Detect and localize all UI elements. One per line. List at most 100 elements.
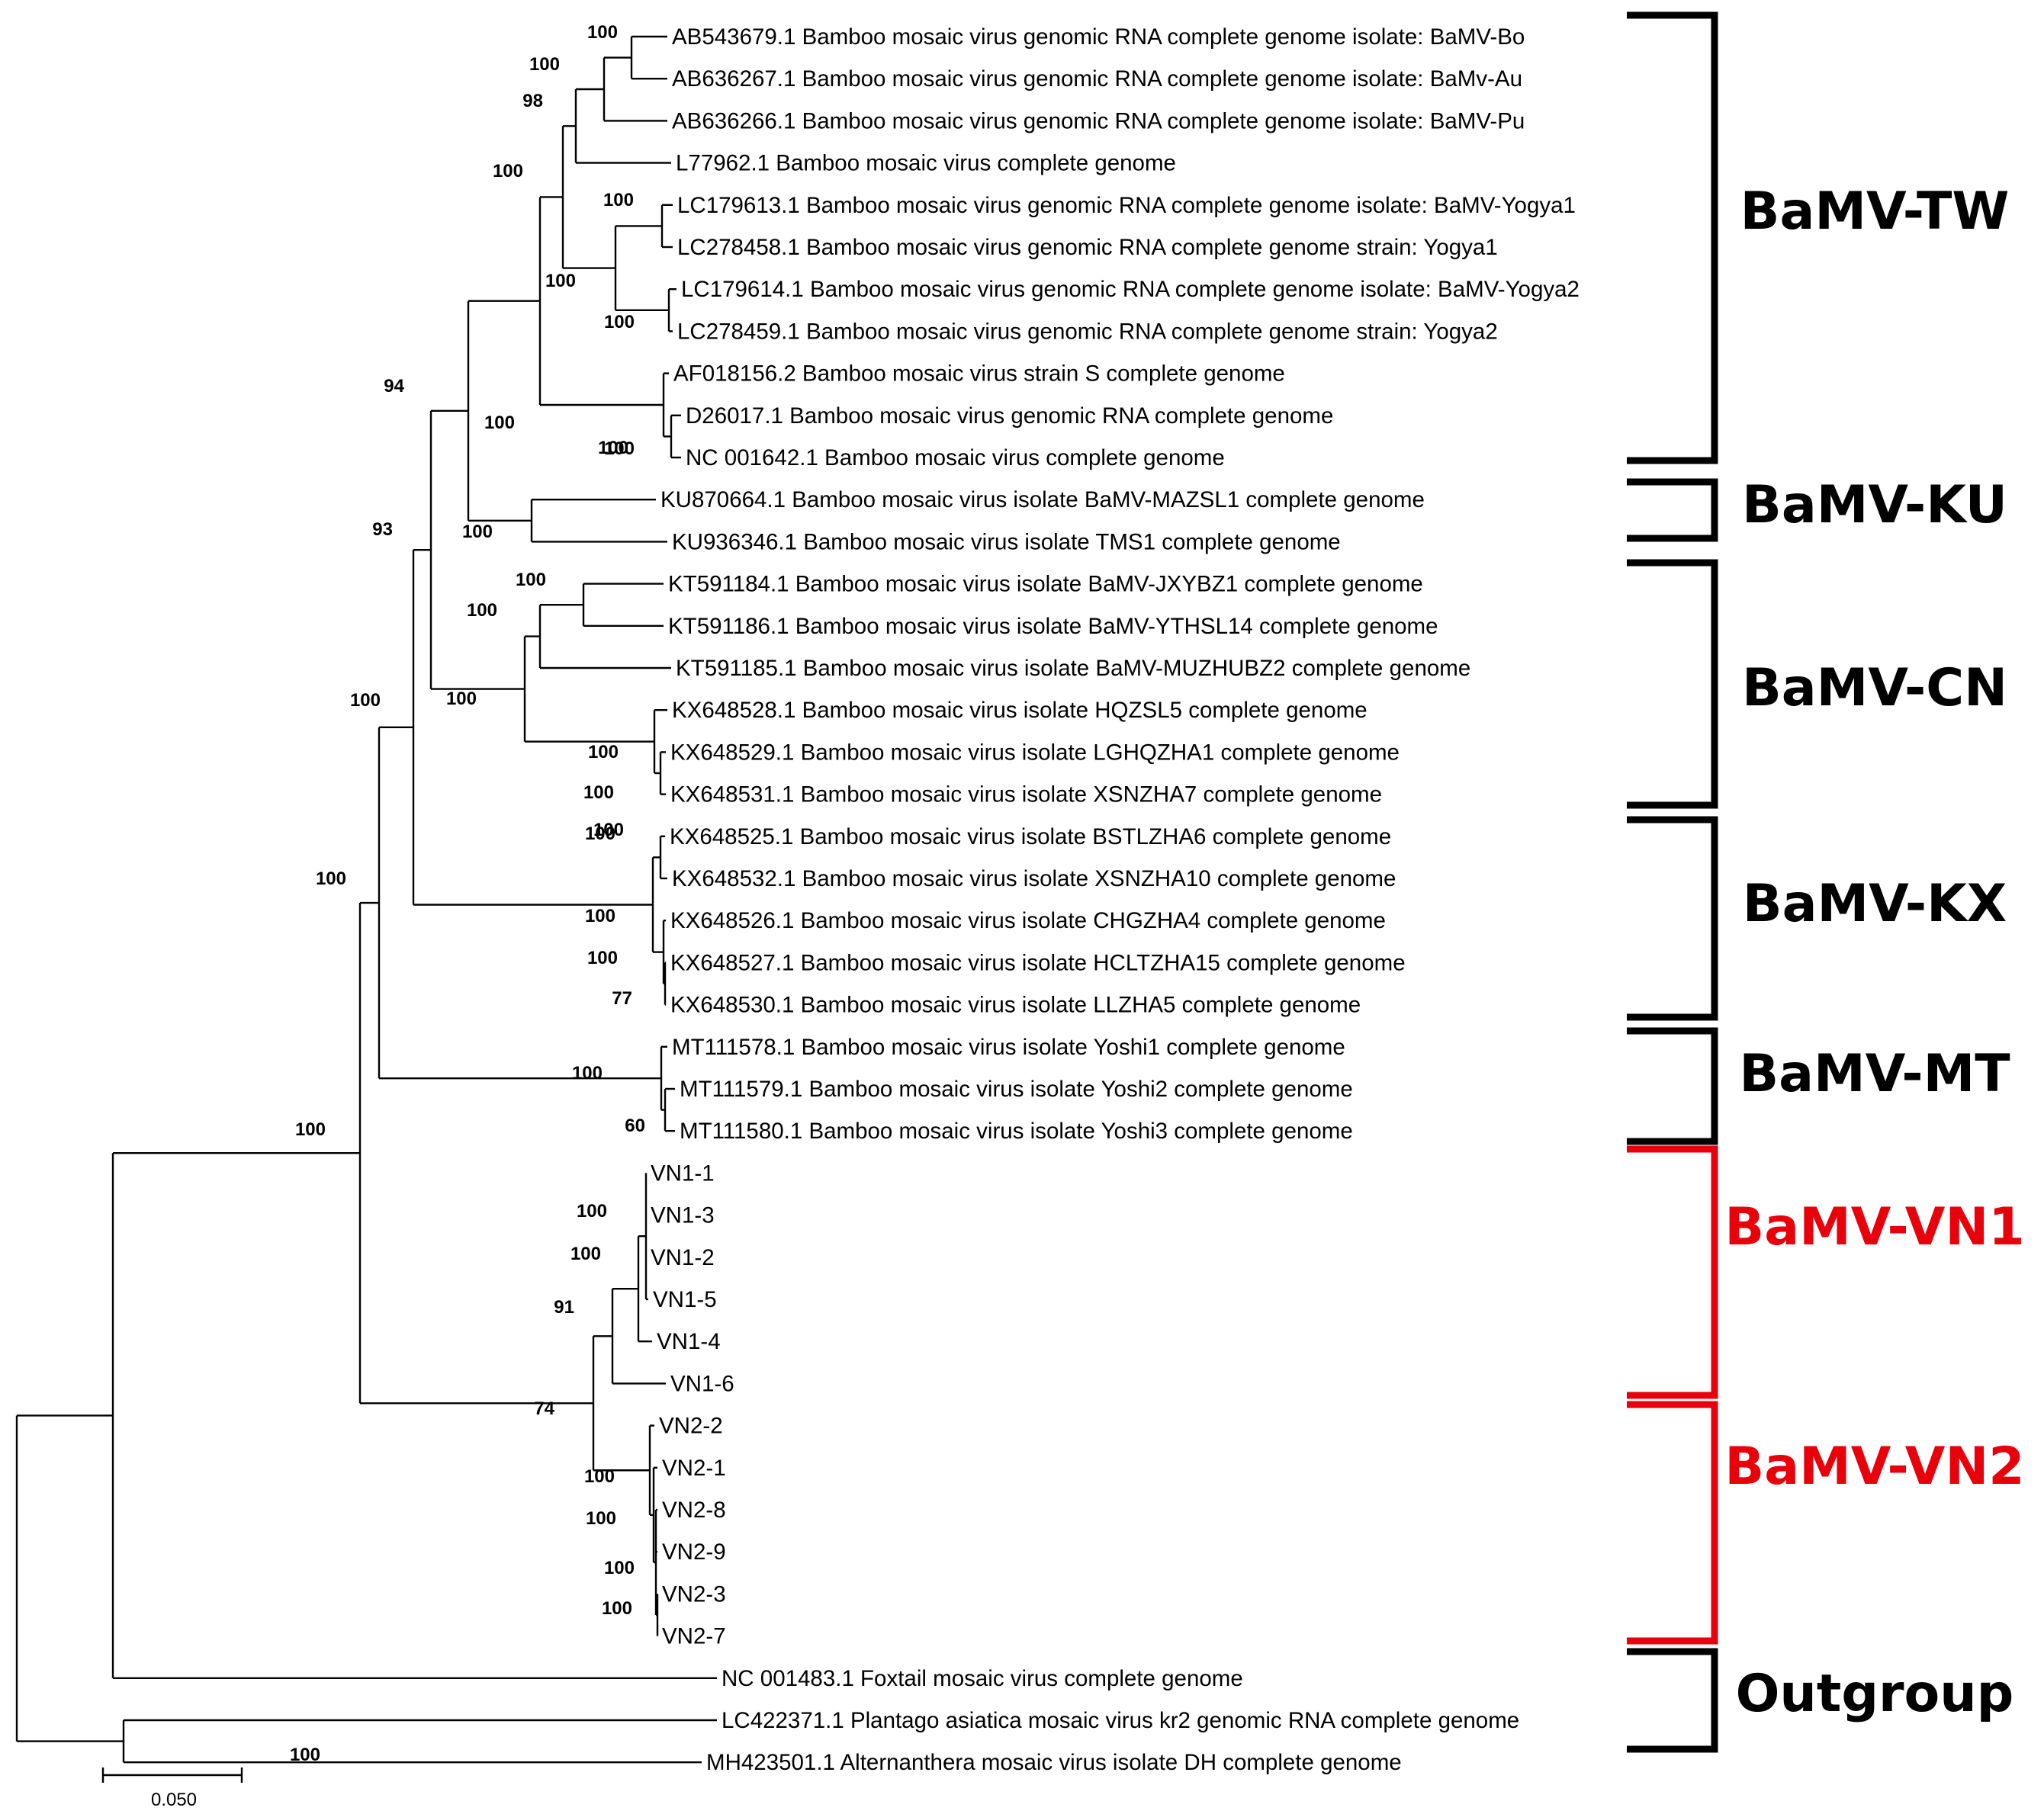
leaf-label: AB543679.1 Bamboo mosaic virus genomic R…	[672, 24, 1525, 50]
leaf-label: KT591184.1 Bamboo mosaic virus isolate B…	[668, 572, 1423, 597]
leaf-label: VN1-3	[651, 1203, 715, 1228]
bootstrap-value: 100	[316, 868, 346, 889]
leaf-label: KT591185.1 Bamboo mosaic virus isolate B…	[676, 656, 1470, 681]
bootstrap-value: 100	[584, 1466, 615, 1487]
clade-label: BaMV-MT	[1739, 1044, 2010, 1104]
bootstrap-labels: 1001009810010010010010010094100100931001…	[290, 22, 645, 1765]
tree-branches	[15, 35, 717, 1764]
bootstrap-value: 100	[570, 1244, 601, 1264]
leaf-label: AF018156.2 Bamboo mosaic virus strain S …	[673, 361, 1285, 387]
bootstrap-value: 100	[586, 1508, 616, 1529]
leaf-label: KU870664.1 Bamboo mosaic virus isolate B…	[660, 487, 1425, 512]
bootstrap-value: 100	[587, 948, 618, 968]
clade-label: BaMV-KU	[1742, 475, 2007, 535]
bootstrap-value: 100	[290, 1745, 320, 1765]
leaf-label: MT111578.1 Bamboo mosaic virus isolate Y…	[672, 1035, 1345, 1060]
leaf-label: KX648530.1 Bamboo mosaic virus isolate L…	[670, 993, 1361, 1018]
leaf-label: MH423501.1 Alternanthera mosaic virus is…	[706, 1750, 1402, 1775]
clade-bracket	[1627, 1027, 1718, 1145]
leaf-label: KT591186.1 Bamboo mosaic virus isolate B…	[668, 614, 1438, 639]
leaf-label: LC278458.1 Bamboo mosaic virus genomic R…	[677, 235, 1498, 260]
bootstrap-value: 100	[462, 522, 493, 542]
leaf-labels: AB543679.1 Bamboo mosaic virus genomic R…	[651, 24, 1580, 1775]
bootstrap-value: 94	[384, 376, 404, 397]
bootstrap-value: 98	[522, 91, 543, 111]
clade-bracket	[1627, 559, 1718, 809]
bootstrap-value: 100	[604, 1558, 635, 1578]
bootstrap-value: 100	[593, 820, 624, 840]
leaf-label: VN1-5	[653, 1287, 717, 1312]
leaf-label: NC 001483.1 Foxtail mosaic virus complet…	[722, 1666, 1243, 1691]
leaf-label: VN1-6	[670, 1371, 734, 1396]
bootstrap-value: 100	[350, 690, 381, 711]
bootstrap-value: 100	[604, 438, 635, 459]
bootstrap-value: 100	[577, 1201, 607, 1222]
leaf-label: VN2-9	[662, 1539, 726, 1565]
leaf-label: D26017.1 Bamboo mosaic virus genomic RNA…	[686, 403, 1333, 429]
clade-label: BaMV-TW	[1740, 181, 2010, 242]
bootstrap-value: 100	[602, 1598, 632, 1619]
bootstrap-value: 100	[585, 824, 615, 844]
bootstrap-value: 100	[572, 1063, 603, 1084]
bootstrap-value: 100	[598, 438, 628, 458]
bootstrap-value: 91	[554, 1297, 574, 1318]
leaf-label: KX648527.1 Bamboo mosaic virus isolate H…	[670, 950, 1406, 975]
leaf-label: AB636267.1 Bamboo mosaic virus genomic R…	[672, 66, 1522, 92]
bootstrap-value: 100	[583, 782, 614, 803]
bootstrap-value: 100	[493, 161, 523, 181]
scale-bar: 0.050	[101, 1767, 243, 1810]
clade-bracket	[1627, 1145, 1718, 1399]
leaf-label: MT111579.1 Bamboo mosaic virus isolate Y…	[680, 1077, 1353, 1102]
scale-bar-label: 0.050	[151, 1790, 197, 1810]
leaf-label: VN2-3	[662, 1581, 726, 1607]
clade-labels: BaMV-TW BaMV-KU BaMV-CN BaMV-KX BaMV-MT BaMV-…	[1724, 181, 2024, 1724]
clade-bracket	[1627, 816, 1718, 1021]
leaf-label: VN1-2	[651, 1245, 715, 1270]
bootstrap-value: 100	[516, 570, 546, 590]
bootstrap-value: 100	[295, 1119, 326, 1140]
leaf-label: KX648532.1 Bamboo mosaic virus isolate X…	[672, 866, 1396, 891]
clade-label: Outgroup	[1736, 1664, 2014, 1724]
bootstrap-value: 100	[585, 906, 615, 926]
leaf-label: VN1-4	[657, 1329, 721, 1354]
leaf-label: LC179613.1 Bamboo mosaic virus genomic R…	[677, 193, 1576, 218]
leaf-label: KX648526.1 Bamboo mosaic virus isolate C…	[670, 908, 1386, 933]
leaf-label: MT111580.1 Bamboo mosaic virus isolate Y…	[680, 1119, 1353, 1144]
bootstrap-value: 60	[625, 1116, 645, 1136]
clade-label: BaMV-VN1	[1724, 1197, 2024, 1257]
leaf-label: VN2-8	[662, 1498, 726, 1523]
leaf-label: KX648528.1 Bamboo mosaic virus isolate H…	[672, 698, 1367, 723]
leaf-label: KX648525.1 Bamboo mosaic virus isolate B…	[670, 824, 1391, 849]
bootstrap-value: 100	[604, 312, 635, 332]
clade-label: BaMV-VN2	[1724, 1437, 2024, 1497]
leaf-label: VN2-2	[659, 1414, 723, 1439]
bootstrap-value: 100	[484, 413, 515, 433]
leaf-label: L77962.1 Bamboo mosaic virus complete ge…	[676, 151, 1176, 176]
clade-bracket	[1627, 478, 1718, 542]
leaf-label: LC179614.1 Bamboo mosaic virus genomic R…	[681, 277, 1580, 302]
bootstrap-value: 100	[446, 689, 477, 709]
leaf-label: KX648529.1 Bamboo mosaic virus isolate L…	[670, 740, 1400, 765]
bootstrap-value: 100	[467, 600, 497, 621]
leaf-label: KU936346.1 Bamboo mosaic virus isolate T…	[672, 529, 1341, 554]
bootstrap-value: 100	[587, 22, 618, 43]
bootstrap-value: 100	[545, 271, 576, 291]
leaf-label: VN1-1	[651, 1161, 715, 1186]
bootstrap-value: 100	[529, 54, 560, 75]
leaf-label: VN2-7	[662, 1624, 726, 1649]
clade-bracket	[1627, 11, 1718, 464]
bootstrap-value: 100	[588, 742, 619, 763]
leaf-label: NC 001642.1 Bamboo mosaic virus complete…	[686, 445, 1225, 470]
bootstrap-value: 93	[372, 519, 393, 540]
bootstrap-value: 74	[534, 1398, 554, 1419]
leaf-label: VN2-1	[662, 1456, 726, 1481]
bootstrap-value: 77	[612, 988, 632, 1009]
clade-bracket	[1627, 1648, 1718, 1753]
clade-bracket	[1627, 1401, 1718, 1645]
leaf-label: LC278459.1 Bamboo mosaic virus genomic R…	[677, 319, 1498, 344]
bootstrap-value: 100	[603, 190, 634, 210]
clade-brackets	[1627, 11, 1718, 1753]
leaf-label: AB636266.1 Bamboo mosaic virus genomic R…	[672, 108, 1525, 133]
